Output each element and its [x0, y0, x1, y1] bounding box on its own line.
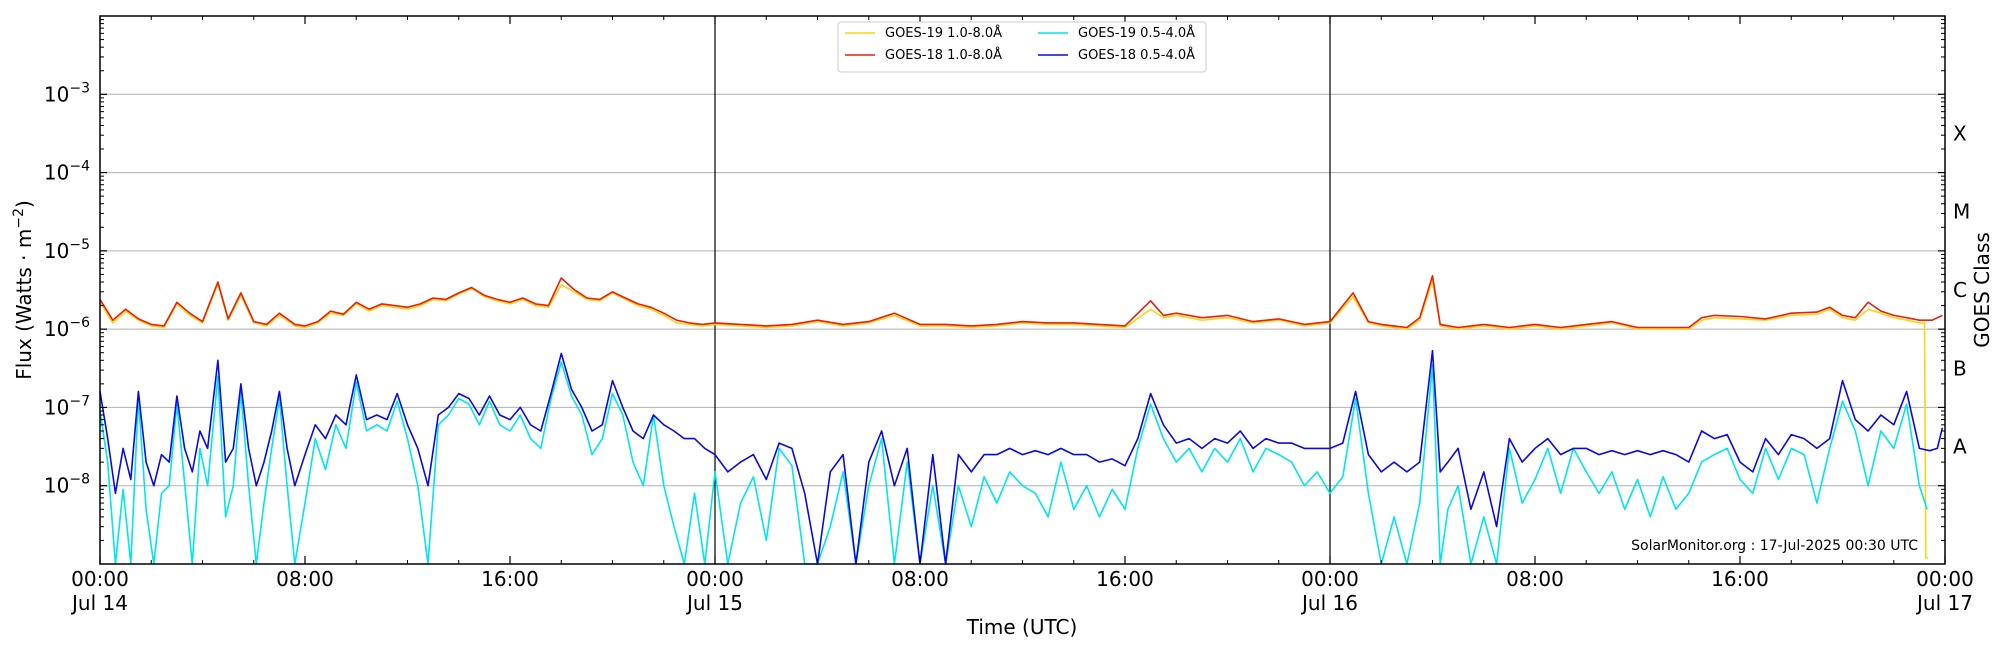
x-tick-date-label: Jul 16	[1300, 591, 1358, 615]
x-tick-label: 16:00	[1096, 567, 1154, 591]
series-line-3	[99, 361, 1928, 565]
x-tick-date-label: Jul 14	[70, 591, 128, 615]
series-line-2	[99, 275, 1943, 329]
x-tick-label: 08:00	[276, 567, 334, 591]
x-tick-label: 16:00	[1711, 567, 1769, 591]
legend-box	[837, 21, 1207, 73]
x-tick-label: 00:00	[1301, 567, 1359, 591]
x-tick-label: 00:00	[1916, 567, 1974, 591]
series-line-4	[99, 349, 1944, 565]
y-tick-label: 10−7	[44, 393, 90, 419]
y-tick-label: 10−8	[44, 472, 90, 498]
goes-class-b: B	[1953, 356, 1967, 380]
day-boundary-lines	[714, 16, 1331, 564]
legend-label: GOES-18 0.5-4.0Å	[1078, 47, 1195, 63]
legend-label: GOES-18 1.0-8.0Å	[885, 47, 1002, 63]
y-axis-label: Flux (Watts · m−2)	[11, 200, 36, 380]
credit-text: SolarMonitor.org : 17-Jul-2025 00:30 UTC	[1631, 538, 1918, 554]
x-tick-label: 16:00	[481, 567, 539, 591]
goes-class-c: C	[1953, 278, 1967, 302]
legend: GOES-19 1.0-8.0Å GOES-18 1.0-8.0Å GOES-19 …	[837, 21, 1207, 73]
goes-class-labels: A B C M X	[1953, 121, 1970, 458]
x-tick-label: 00:00	[686, 567, 744, 591]
x-tick-label: 08:00	[891, 567, 949, 591]
legend-label: GOES-19 1.0-8.0Å	[885, 25, 1002, 41]
goes-class-x: X	[1953, 121, 1967, 145]
x-tick-date-label: Jul 15	[685, 591, 743, 615]
plot-frame	[99, 15, 1946, 565]
series-line-1	[99, 279, 1929, 559]
x-tick-date-label: Jul 17	[1915, 591, 1973, 615]
legend-label: GOES-19 0.5-4.0Å	[1078, 25, 1195, 41]
y-tick-label: 10−5	[44, 237, 90, 263]
grid-lines	[100, 93, 1945, 487]
y-axis-ticks: 10−8 10−7 10−6 10−5 10−4 10−3	[44, 19, 1945, 541]
data-series	[99, 275, 1944, 565]
y-tick-label: 10−3	[44, 80, 90, 106]
goes-class-a: A	[1953, 435, 1967, 459]
y-tick-label: 10−6	[44, 315, 90, 341]
x-axis-label: Time (UTC)	[966, 615, 1078, 639]
x-tick-label: 08:00	[1506, 567, 1564, 591]
x-tick-label: 00:00	[71, 567, 129, 591]
goes-class-m: M	[1953, 200, 1970, 224]
y-tick-label: 10−4	[44, 159, 90, 185]
secondary-y-axis-label: GOES Class	[1970, 232, 1994, 348]
